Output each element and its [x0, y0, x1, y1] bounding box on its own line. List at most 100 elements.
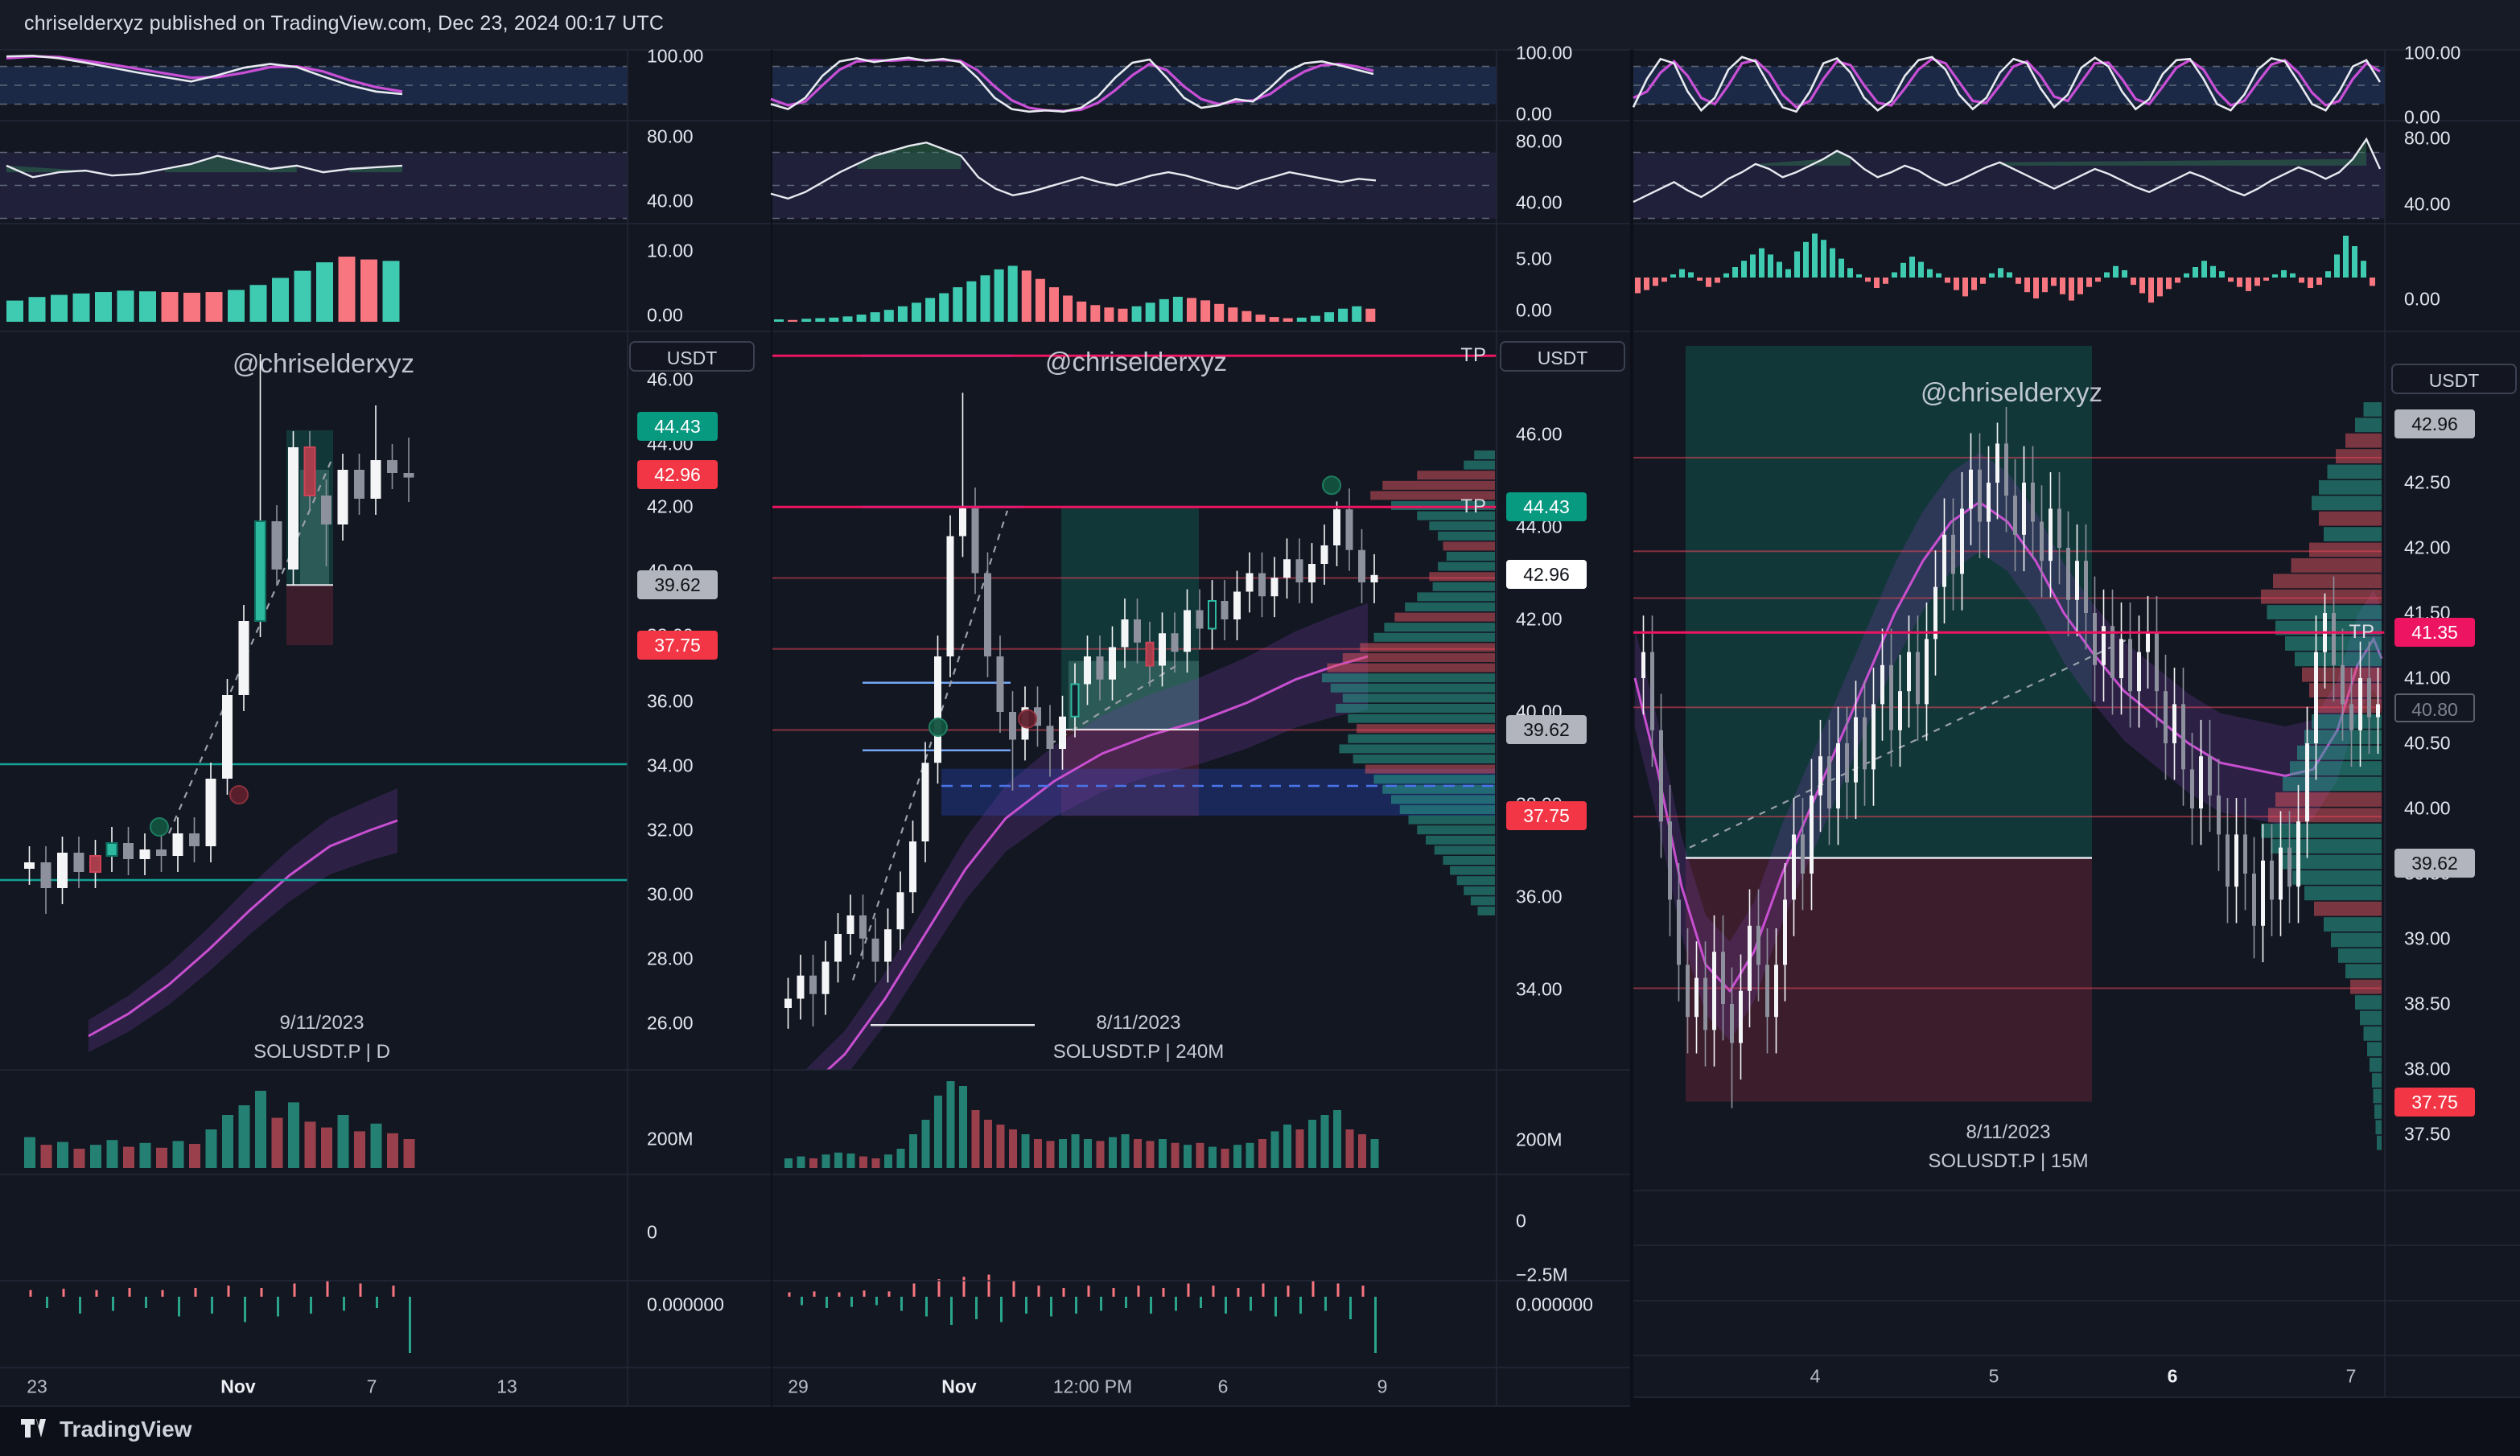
indicator-scale-label: 100.00: [2404, 42, 2461, 64]
tradingview-brand-text: TradingView: [60, 1417, 192, 1442]
price-badge-42.96: 42.96: [2394, 409, 2475, 438]
time-axis-15m[interactable]: [1633, 1355, 2385, 1397]
price-badge-44.43: 44.43: [1506, 492, 1587, 521]
main-chart-pane-daily[interactable]: [0, 331, 628, 1070]
price-scale-label: 37.50: [2404, 1123, 2451, 1145]
price-scale-label: 36.00: [647, 690, 694, 712]
price-scale-label: 26.00: [647, 1012, 694, 1034]
price-scale-label: 39.00: [2404, 927, 2451, 949]
time-axis-label: 29: [788, 1376, 809, 1397]
price-badge-44.43: 44.43: [637, 412, 718, 441]
time-axis-label: 23: [27, 1376, 47, 1397]
price-badge-37.75: 37.75: [2394, 1088, 2475, 1117]
price-badge-37.75: 37.75: [1506, 801, 1587, 830]
price-scale-label: 40.00: [2404, 797, 2451, 819]
time-axis-4h[interactable]: [772, 1368, 1497, 1406]
watermark-handle-4h: @chriselderxyz: [1044, 347, 1228, 376]
time-axis-label: 12:00 PM: [1052, 1376, 1133, 1397]
time-axis-daily[interactable]: [0, 1368, 628, 1406]
chart-symbol-15m: SOLUSDT.P | 15M: [1928, 1150, 2089, 1172]
price-scale-label: 42.50: [2404, 471, 2451, 493]
price-badge-40.80: 40.80: [2394, 693, 2475, 722]
price-scale-label: 38.00: [2404, 1058, 2451, 1080]
time-axis-label: Nov: [220, 1376, 256, 1397]
indicator-scale-label: 80.00: [1516, 130, 1563, 152]
watermark-handle-daily: @chriselderxyz: [232, 348, 415, 378]
indicator-scale-label: 80.00: [647, 125, 694, 147]
indicator-scale-label: 0: [1516, 1210, 1526, 1232]
indicator-scale-label: 0.000000: [1516, 1294, 1593, 1315]
price-scale-label: 41.00: [2404, 667, 2451, 689]
time-axis-label: 13: [496, 1376, 517, 1397]
indicator-scale-label: 80.00: [2404, 127, 2451, 149]
price-scale-4h[interactable]: [1497, 50, 1630, 1368]
indicator-scale-label: 100.00: [1516, 42, 1573, 64]
price-scale-15m[interactable]: [2385, 50, 2520, 1355]
currency-toggle-button-15m[interactable]: USDT: [2391, 364, 2517, 394]
price-scale-label: 36.00: [1516, 886, 1563, 907]
indicator-scale-label: 0: [647, 1221, 657, 1243]
currency-toggle-button-4h[interactable]: USDT: [1500, 341, 1625, 372]
time-axis-label: 7: [366, 1376, 377, 1397]
price-badge-37.75: 37.75: [637, 631, 718, 660]
time-axis-label: 6: [2167, 1365, 2178, 1387]
header-bar: chriselderxyz published on TradingView.c…: [0, 0, 2520, 50]
price-scale-label: 42.00: [2404, 537, 2451, 558]
price-scale-label: 42.00: [647, 496, 694, 517]
price-scale-label: 42.00: [1516, 608, 1563, 630]
indicator-scale-label: −2.5M: [1516, 1264, 1568, 1285]
indicator-scale-label: 0.00: [647, 304, 683, 326]
price-badge-39.62: 39.62: [1506, 715, 1587, 744]
price-scale-label: 46.00: [647, 368, 694, 390]
time-axis-label: 6: [1217, 1376, 1229, 1397]
price-scale-label: 28.00: [647, 948, 694, 969]
main-chart-pane-15m[interactable]: [1633, 331, 2385, 1191]
price-scale-label: 34.00: [1516, 978, 1563, 1000]
main-chart-pane-4h[interactable]: [772, 331, 1497, 1070]
indicator-scale-label: 0.00: [2404, 288, 2440, 310]
header-title: chriselderxyz published on TradingView.c…: [24, 12, 665, 35]
indicator-scale-label: 0.00: [2404, 106, 2440, 128]
chart-date-4h: 8/11/2023: [1096, 1012, 1181, 1034]
tp-label: TP: [2349, 621, 2375, 643]
price-scale-daily[interactable]: [628, 50, 771, 1368]
indicator-scale-label: 0.000000: [647, 1294, 724, 1315]
time-axis-label: 9: [1377, 1376, 1388, 1397]
tradingview-logo[interactable]: TradingView: [19, 1416, 191, 1443]
tradingview-icon: [21, 1419, 46, 1437]
price-scale-label: 32.00: [647, 819, 694, 841]
price-scale-label: 46.00: [1516, 423, 1563, 445]
price-scale-label: 34.00: [647, 755, 694, 776]
chart-date-15m: 8/11/2023: [1966, 1121, 2051, 1143]
watermark-handle-15m: @chriselderxyz: [1920, 377, 2103, 407]
time-axis-label: 5: [1988, 1365, 1999, 1387]
indicator-scale-label: 40.00: [1516, 191, 1563, 213]
tp-label: TP: [1460, 496, 1487, 517]
indicator-scale-label: 5.00: [1516, 248, 1552, 269]
currency-toggle-button-daily[interactable]: USDT: [629, 341, 755, 372]
indicator-scale-label: 200M: [1516, 1129, 1563, 1150]
price-badge-42.96: 42.96: [637, 460, 718, 489]
indicator-scale-label: 0.00: [1516, 299, 1552, 321]
indicator-scale-label: 10.00: [647, 240, 694, 261]
price-badge-42.96: 42.96: [1506, 560, 1587, 589]
time-axis-label: Nov: [941, 1376, 977, 1397]
chart-date-daily: 9/11/2023: [279, 1012, 364, 1034]
chart-symbol-4h: SOLUSDT.P | 240M: [1052, 1041, 1225, 1063]
price-badge-39.62: 39.62: [637, 570, 718, 599]
indicator-scale-label: 40.00: [2404, 193, 2451, 215]
time-axis-label: 7: [2345, 1365, 2357, 1387]
indicator-scale-label: 100.00: [647, 45, 704, 67]
price-scale-label: 40.50: [2404, 732, 2451, 754]
chart-symbol-daily: SOLUSDT.P | D: [253, 1041, 390, 1063]
price-badge-41.35: 41.35: [2394, 618, 2475, 647]
price-badge-39.62: 39.62: [2394, 849, 2475, 878]
price-scale-label: 38.50: [2404, 993, 2451, 1014]
price-scale-label: 30.00: [647, 883, 694, 905]
indicator-scale-label: 200M: [647, 1128, 694, 1150]
indicator-scale-label: 0.00: [1516, 103, 1552, 125]
tp-label: TP: [1460, 344, 1487, 367]
indicator-scale-label: 40.00: [647, 190, 694, 212]
time-axis-label: 4: [1810, 1365, 1821, 1387]
